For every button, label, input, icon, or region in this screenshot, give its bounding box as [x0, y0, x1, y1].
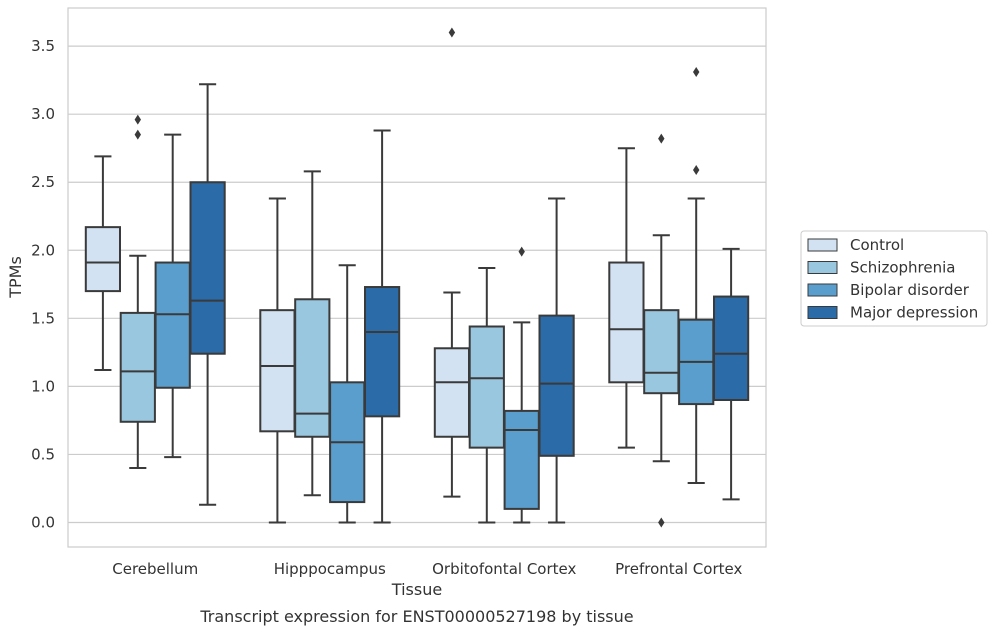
x-tick-label: Cerebellum [112, 560, 198, 578]
box [154, 133, 191, 459]
legend-swatch [807, 306, 838, 319]
legend-label: Control [850, 236, 904, 254]
legend-swatch [807, 238, 838, 252]
box-body [363, 286, 401, 418]
box-body [643, 309, 680, 395]
outlier-point [658, 517, 665, 528]
box [189, 83, 226, 506]
outlier-point [658, 133, 665, 144]
box-body [712, 295, 750, 401]
y-tick-label: 3.0 [31, 105, 55, 123]
box-body [294, 298, 331, 438]
x-tick-label: Hipppocampus [274, 560, 386, 578]
x-tick-label: Prefrontal Cortex [615, 560, 742, 578]
box [468, 266, 505, 524]
outlier-point [518, 246, 525, 257]
box-body [84, 226, 122, 293]
box-body [503, 409, 540, 510]
y-tick-label: 2.0 [31, 241, 55, 259]
box [294, 170, 331, 497]
box-body [468, 325, 505, 449]
box [678, 66, 715, 485]
y-tick-label: 2.5 [31, 173, 55, 191]
box [84, 155, 122, 372]
legend-swatch [807, 261, 838, 274]
x-axis-ticks: Cerebellum Hipppocampus Orbitofontal Corte… [112, 560, 742, 578]
legend-label: Schizophrenia [850, 259, 955, 277]
box [643, 133, 680, 528]
legend-label: Bipolar disorder [850, 281, 970, 299]
box-body [154, 261, 191, 389]
legend-label: Major depression [850, 304, 978, 322]
y-tick-label: 1.5 [31, 309, 55, 327]
box [608, 147, 645, 449]
box [363, 129, 401, 524]
y-tick-label: 3.5 [31, 37, 55, 55]
box [329, 264, 366, 524]
x-tick-label: Orbitofontal Cortex [432, 560, 576, 578]
y-tick-label: 0.0 [31, 514, 55, 532]
y-tick-label: 1.0 [31, 377, 55, 395]
box [538, 197, 575, 524]
y-axis-label: TPMs [6, 256, 25, 299]
box [712, 247, 750, 501]
outlier-point [693, 66, 700, 77]
outlier-point [448, 27, 456, 38]
box-body [119, 311, 156, 423]
box-groups [84, 27, 750, 528]
outlier-point [134, 129, 141, 140]
chart-caption: Transcript expression for ENST0000052719… [199, 607, 633, 626]
legend-swatch [807, 283, 838, 297]
plot-area-frame [67, 7, 767, 548]
legend-frame [800, 230, 988, 327]
box [259, 197, 296, 524]
box [433, 27, 471, 498]
outlier-point [134, 114, 141, 125]
box-body [608, 261, 645, 384]
box-body [538, 314, 575, 457]
y-axis-ticks: 0.0 0.5 1.0 1.5 2.0 2.5 3.0 3.5 [31, 37, 55, 531]
outlier-point [693, 164, 700, 175]
y-tick-label: 0.5 [31, 445, 55, 463]
box-body [189, 181, 226, 355]
box-body [259, 309, 296, 433]
box [119, 114, 156, 470]
box-body [433, 347, 471, 438]
box [503, 246, 540, 524]
x-axis-label: Tissue [391, 580, 442, 599]
legend: Control Schizophrenia Bipolar disorder Majo… [800, 230, 988, 327]
